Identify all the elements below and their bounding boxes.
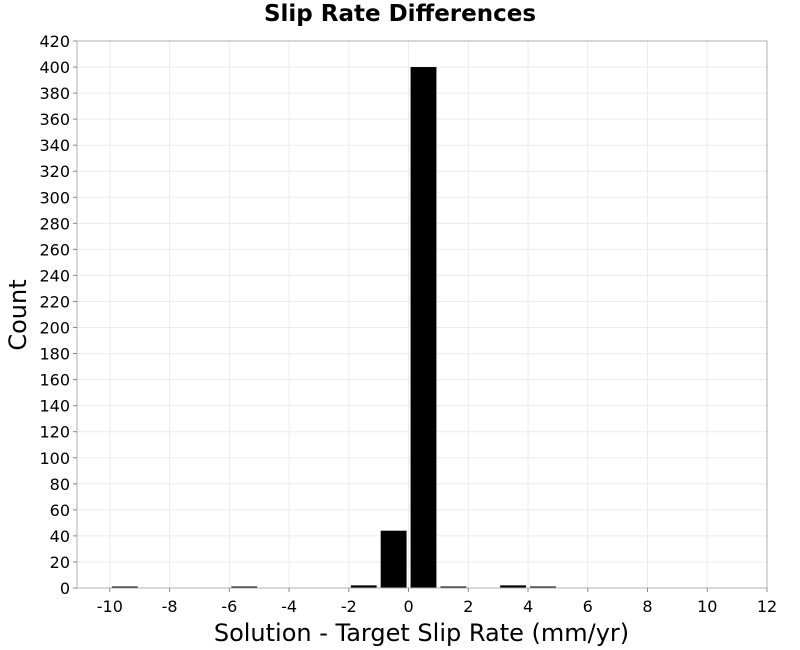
histogram-bar: [111, 586, 138, 588]
y-tick-label: 400: [39, 58, 70, 77]
x-tick-label: 2: [463, 597, 473, 616]
x-tick-label: 8: [642, 597, 652, 616]
x-tick-label: -4: [281, 597, 297, 616]
y-tick-label: 320: [39, 162, 70, 181]
chart-title: Slip Rate Differences: [263, 1, 537, 27]
x-tick-label: -6: [221, 597, 237, 616]
x-tick-label: 10: [697, 597, 717, 616]
y-tick-label: 380: [39, 84, 70, 103]
histogram-bar: [231, 586, 258, 588]
y-tick-label: 160: [39, 371, 70, 390]
x-tick-label: -2: [341, 597, 357, 616]
y-tick-label: 60: [50, 501, 70, 520]
bars: [111, 67, 556, 589]
y-tick-label: 420: [39, 32, 70, 51]
histogram-bar: [530, 586, 556, 588]
plot-frame: [76, 40, 768, 589]
histogram-bar: [380, 530, 407, 588]
ticks: 0204060801001201401601802002202402602803…: [39, 32, 777, 616]
histogram-bar: [350, 585, 377, 588]
y-tick-label: 120: [39, 423, 70, 442]
x-tick-label: 6: [583, 597, 593, 616]
x-axis-label: Solution - Target Slip Rate (mm/yr): [213, 619, 630, 647]
x-tick-label: 12: [757, 597, 777, 616]
y-tick-label: 340: [39, 136, 70, 155]
y-tick-label: 140: [39, 397, 70, 416]
y-tick-label: 100: [39, 449, 70, 468]
x-tick-label: -8: [162, 597, 178, 616]
y-tick-label: 40: [50, 527, 70, 546]
y-tick-label: 240: [39, 266, 70, 285]
y-tick-label: 300: [39, 188, 70, 207]
histogram-bar: [440, 586, 467, 588]
y-tick-label: 280: [39, 214, 70, 233]
y-tick-label: 180: [39, 345, 70, 364]
histogram-bar: [410, 67, 437, 589]
y-tick-label: 260: [39, 240, 70, 259]
y-tick-label: 80: [50, 475, 70, 494]
y-tick-label: 220: [39, 292, 70, 311]
x-tick-label: -10: [97, 597, 123, 616]
x-tick-label: 0: [403, 597, 413, 616]
y-tick-label: 360: [39, 110, 70, 129]
y-tick-label: 0: [60, 579, 70, 598]
x-tick-label: 4: [523, 597, 533, 616]
histogram-bar: [500, 585, 527, 588]
y-tick-label: 200: [39, 319, 70, 338]
y-tick-label: 20: [50, 553, 70, 572]
